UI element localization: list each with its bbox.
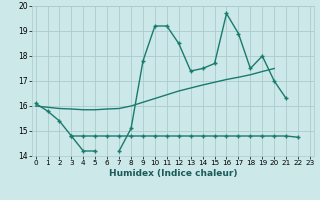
X-axis label: Humidex (Indice chaleur): Humidex (Indice chaleur) bbox=[108, 169, 237, 178]
